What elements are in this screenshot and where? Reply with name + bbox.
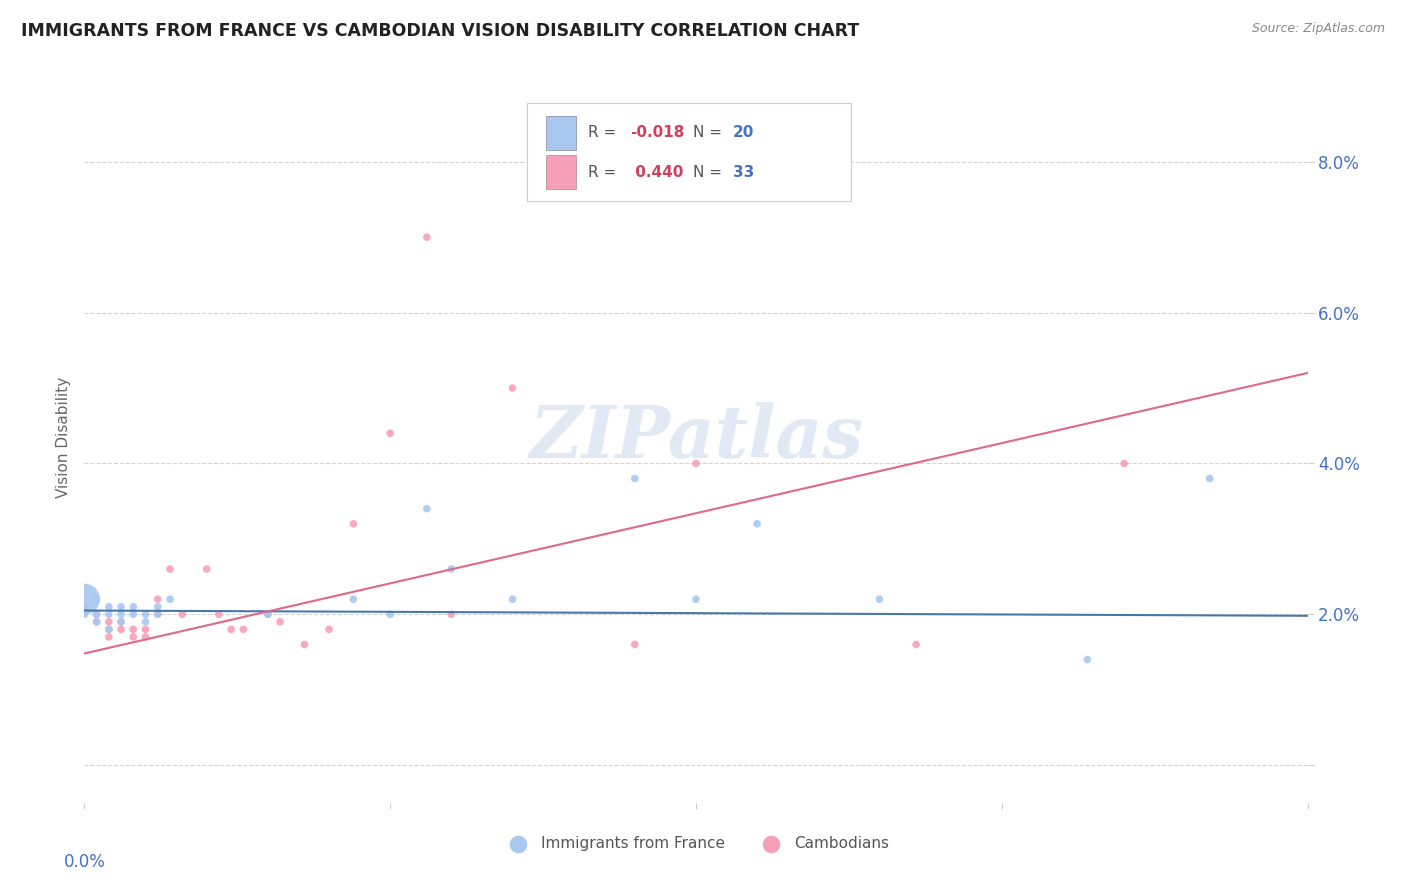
- Point: [86, 607, 108, 622]
- Point: [1076, 652, 1098, 666]
- Y-axis label: Vision Disability: Vision Disability: [56, 376, 72, 498]
- Point: [110, 599, 132, 614]
- Point: [624, 471, 647, 485]
- Point: [122, 599, 145, 614]
- Point: [110, 607, 132, 622]
- Point: [159, 592, 181, 607]
- Point: [257, 607, 280, 622]
- Point: [86, 615, 108, 629]
- Point: [294, 637, 316, 651]
- Point: [73, 607, 96, 622]
- Point: [135, 630, 157, 644]
- Text: ZIPatlas: ZIPatlas: [529, 401, 863, 473]
- Point: [440, 562, 463, 576]
- Point: [380, 426, 402, 441]
- Point: [624, 637, 647, 651]
- Point: [97, 615, 120, 629]
- Point: [86, 607, 108, 622]
- Point: [172, 607, 194, 622]
- Point: [135, 623, 157, 637]
- Point: [146, 607, 169, 622]
- Text: R =: R =: [588, 165, 621, 179]
- Point: [86, 592, 108, 607]
- Point: [122, 630, 145, 644]
- Point: [73, 592, 96, 607]
- Point: [257, 607, 280, 622]
- Point: [97, 599, 120, 614]
- Text: -0.018: -0.018: [630, 126, 685, 140]
- Point: [110, 615, 132, 629]
- Point: [416, 230, 439, 244]
- Point: [110, 615, 132, 629]
- Point: [1198, 471, 1220, 485]
- Point: [135, 615, 157, 629]
- Text: 33: 33: [733, 165, 754, 179]
- Point: [502, 381, 524, 395]
- Point: [135, 607, 157, 622]
- Point: [146, 599, 169, 614]
- Point: [342, 516, 364, 531]
- Point: [97, 607, 120, 622]
- Text: 0.0%: 0.0%: [63, 853, 105, 871]
- Point: [416, 501, 439, 516]
- Text: 20: 20: [733, 126, 754, 140]
- Point: [219, 623, 242, 637]
- Point: [122, 607, 145, 622]
- Point: [208, 607, 231, 622]
- Point: [269, 615, 291, 629]
- Text: IMMIGRANTS FROM FRANCE VS CAMBODIAN VISION DISABILITY CORRELATION CHART: IMMIGRANTS FROM FRANCE VS CAMBODIAN VISI…: [21, 22, 859, 40]
- Point: [146, 607, 169, 622]
- Point: [195, 562, 218, 576]
- Point: [905, 637, 928, 651]
- Point: [869, 592, 891, 607]
- Point: [342, 592, 364, 607]
- Point: [86, 615, 108, 629]
- Text: 0.440: 0.440: [630, 165, 683, 179]
- Point: [159, 562, 181, 576]
- Point: [97, 623, 120, 637]
- Text: N =: N =: [693, 126, 727, 140]
- Point: [1114, 457, 1136, 471]
- Point: [440, 607, 463, 622]
- Text: Source: ZipAtlas.com: Source: ZipAtlas.com: [1251, 22, 1385, 36]
- Point: [122, 623, 145, 637]
- Point: [685, 457, 707, 471]
- Text: R =: R =: [588, 126, 621, 140]
- Point: [685, 592, 707, 607]
- Point: [380, 607, 402, 622]
- Point: [232, 623, 254, 637]
- Point: [318, 623, 340, 637]
- Text: N =: N =: [693, 165, 727, 179]
- Point: [502, 592, 524, 607]
- Point: [97, 630, 120, 644]
- Point: [146, 592, 169, 607]
- Point: [73, 599, 96, 614]
- Legend: Immigrants from France, Cambodians: Immigrants from France, Cambodians: [496, 830, 896, 857]
- Point: [97, 623, 120, 637]
- Point: [110, 623, 132, 637]
- Point: [747, 516, 769, 531]
